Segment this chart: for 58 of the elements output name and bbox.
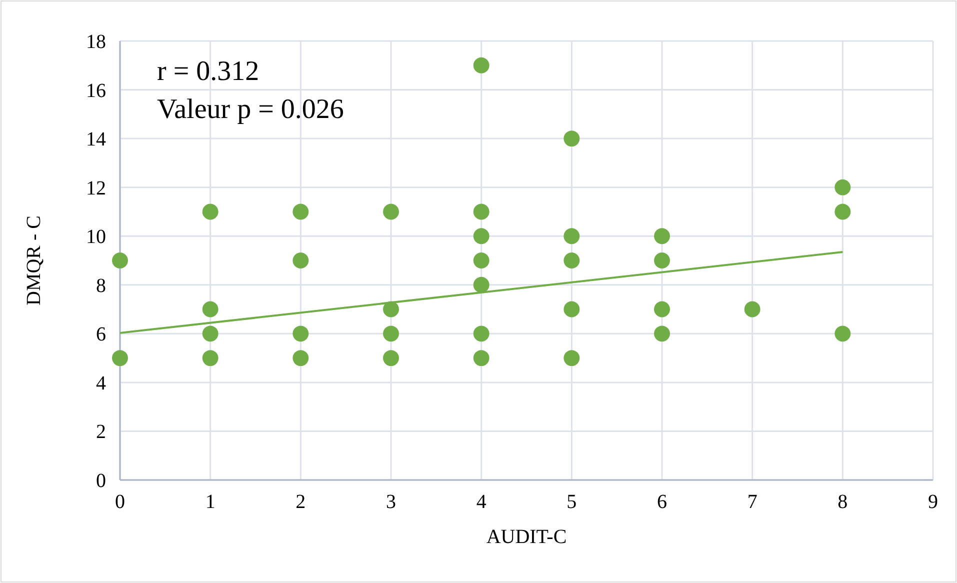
y-tick-label: 18	[86, 31, 106, 53]
y-tick-label: 6	[96, 324, 106, 346]
point	[112, 252, 128, 268]
point	[564, 252, 580, 268]
x-tick-label: 3	[386, 491, 396, 513]
y-tick-label: 14	[86, 128, 106, 151]
point	[383, 301, 399, 318]
point	[564, 350, 580, 366]
point	[654, 326, 670, 342]
point	[834, 204, 851, 220]
point	[292, 326, 309, 342]
y-tick-label: 0	[96, 470, 106, 492]
point	[202, 350, 218, 366]
y-tick-label: 12	[86, 177, 106, 200]
x-tick-label: 6	[657, 491, 667, 513]
x-tick-label: 2	[296, 491, 306, 513]
point	[654, 252, 670, 268]
point	[834, 326, 851, 342]
point	[654, 301, 670, 318]
point	[473, 228, 490, 244]
point	[112, 350, 128, 366]
y-axis-title: DMQR - C	[23, 215, 45, 306]
point	[202, 204, 218, 220]
x-tick-label: 9	[928, 491, 938, 513]
x-tick-label: 4	[476, 491, 486, 513]
annotation: r = 0.312	[157, 56, 260, 87]
point	[834, 179, 851, 196]
point	[473, 350, 490, 366]
point	[473, 57, 490, 74]
point	[383, 204, 399, 220]
point	[473, 326, 490, 342]
point	[202, 301, 218, 318]
point	[564, 228, 580, 244]
x-tick-label: 1	[205, 491, 216, 513]
point	[202, 326, 218, 342]
point	[744, 301, 760, 318]
point	[292, 204, 309, 220]
point	[564, 130, 580, 147]
x-tick-label: 8	[838, 491, 848, 513]
x-tick-label: 5	[566, 491, 577, 513]
point	[473, 252, 490, 268]
point	[383, 326, 399, 342]
x-axis-title: AUDIT-C	[486, 526, 567, 548]
x-tick-label: 0	[115, 491, 125, 513]
y-tick-label: 2	[96, 421, 106, 444]
y-tick-label: 10	[86, 226, 106, 248]
annotation: Valeur p = 0.026	[157, 94, 344, 125]
x-tick-label: 7	[747, 491, 758, 513]
point	[292, 350, 309, 366]
y-tick-label: 8	[96, 274, 106, 297]
y-tick-label: 4	[96, 372, 106, 394]
point	[654, 228, 670, 244]
point	[292, 252, 309, 268]
point	[473, 204, 490, 220]
point	[564, 301, 580, 318]
point	[383, 350, 399, 366]
point	[473, 276, 490, 293]
y-tick-label: 16	[86, 80, 106, 102]
